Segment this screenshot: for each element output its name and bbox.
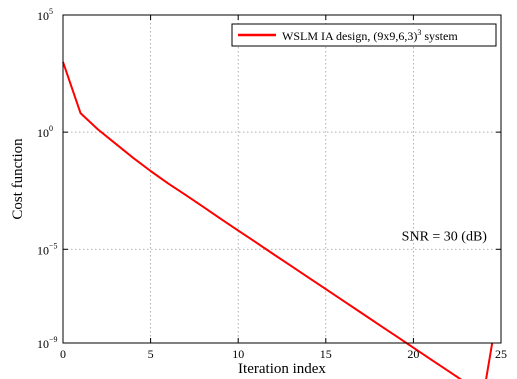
ticks — [62, 14, 502, 344]
x-axis-label: Iteration index — [238, 361, 326, 377]
series-layer — [62, 61, 494, 379]
y-axis-label: Cost function — [10, 138, 26, 220]
legend: WSLM IA design, (9x9,6,3)3 system — [231, 23, 497, 47]
x-tick-label: 20 — [407, 347, 419, 361]
x-tick-labels: 0 5 10 15 20 25 — [60, 347, 507, 361]
legend-label-main: WSLM IA design, (9x9,6,3) — [282, 29, 417, 43]
x-tick-label: 25 — [495, 347, 507, 361]
legend-label-tail: system — [421, 29, 458, 43]
y-tick-label: 105 — [37, 7, 53, 23]
x-tick-label: 5 — [148, 347, 154, 361]
series-line — [62, 61, 494, 379]
y-tick-label: 10−5 — [37, 241, 58, 257]
legend-box — [231, 23, 497, 47]
legend-label-superscript: 3 — [417, 28, 421, 37]
y-tick-label: 100 — [37, 124, 53, 140]
y-tick-labels: 105 100 10−5 10−9 — [37, 7, 58, 351]
snr-annotation: SNR = 30 (dB) — [402, 229, 488, 244]
x-tick-label: 0 — [60, 347, 66, 361]
x-tick-label: 15 — [320, 347, 332, 361]
legend-label: WSLM IA design, (9x9,6,3)3 system — [282, 28, 458, 43]
y-tick-label: 10−9 — [37, 335, 58, 351]
x-tick-label: 10 — [232, 347, 244, 361]
plot-frame — [62, 14, 502, 344]
